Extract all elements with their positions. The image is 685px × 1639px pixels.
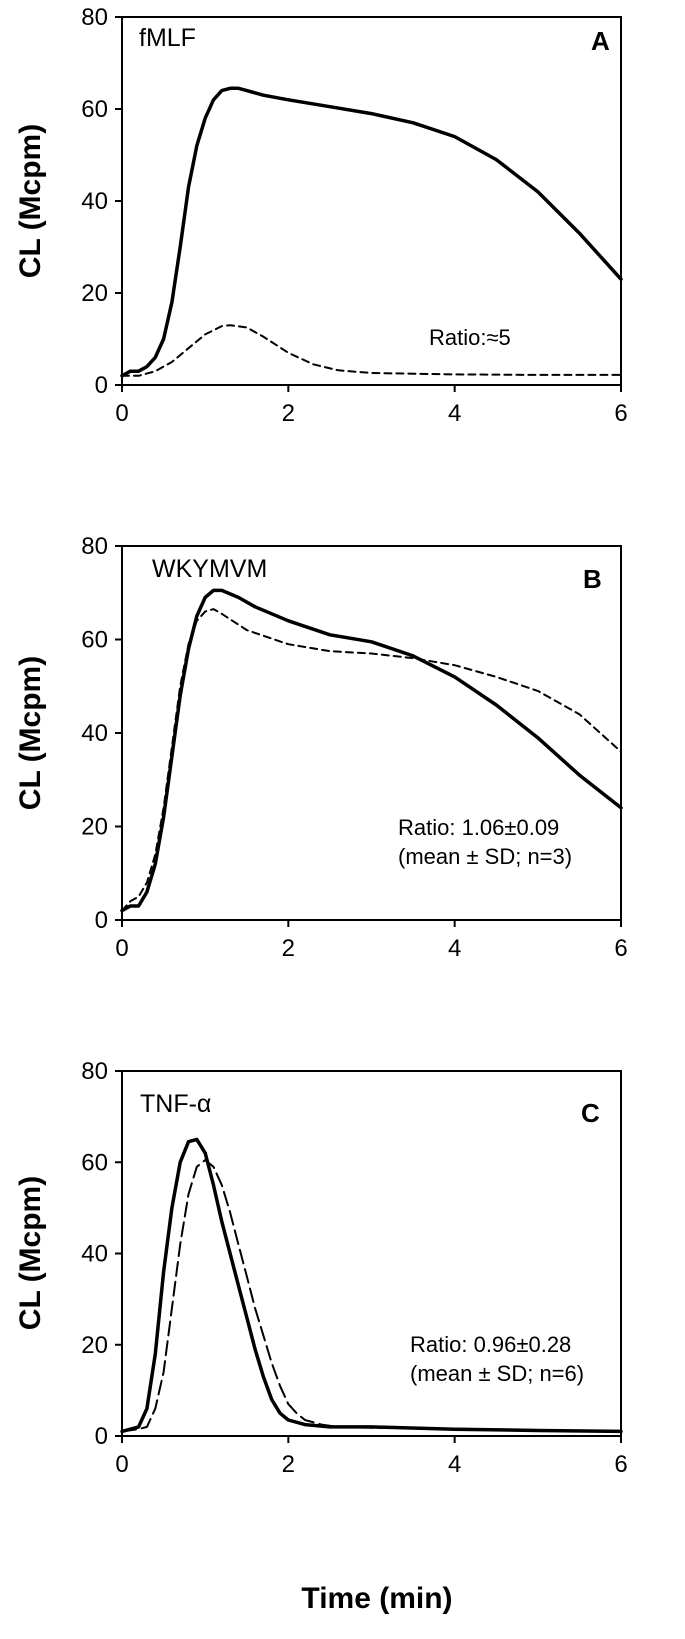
series-solid-line xyxy=(120,86,623,378)
series-dashed-line xyxy=(121,1159,622,1433)
y-tick-label: 40 xyxy=(81,188,108,215)
y-axis-title: CL (Mcpm) xyxy=(14,656,47,810)
y-tick-label: 80 xyxy=(81,4,108,31)
panel-b: 0 20 40 60 80 0 2 4 6 CL (Mcpm) WKYMVM B Ratio: 1.06… xyxy=(14,533,628,962)
stimulus-label: TNF-α xyxy=(140,1090,211,1118)
ratio-annotation: (mean ± SD; n=6) xyxy=(410,1361,584,1386)
panel-letter: C xyxy=(581,1098,600,1128)
x-tick-label: 0 xyxy=(115,935,128,962)
x-tick-label: 6 xyxy=(614,400,627,427)
x-tick-label: 4 xyxy=(448,935,461,962)
y-tick-label: 20 xyxy=(81,280,108,307)
panel-letter: A xyxy=(591,26,610,56)
y-tick-label: 60 xyxy=(81,627,108,654)
ratio-annotation: Ratio: 0.96±0.28 xyxy=(410,1332,571,1357)
x-tick-label: 2 xyxy=(282,935,295,962)
ratio-annotation: Ratio: 1.06±0.09 xyxy=(398,815,559,840)
panel-c: 0 20 40 60 80 0 2 4 6 CL (Mcpm) TNF-α C Ratio: 0.96±… xyxy=(14,1058,628,1478)
y-axis-title: CL (Mcpm) xyxy=(14,1176,47,1330)
stimulus-label: fMLF xyxy=(139,24,196,52)
x-axis-title: Time (min) xyxy=(301,1582,452,1615)
stimulus-label: WKYMVM xyxy=(152,555,267,583)
x-tick-label: 0 xyxy=(115,1451,128,1478)
x-tick-label: 2 xyxy=(282,1451,295,1478)
series-solid-line xyxy=(120,588,623,913)
x-tick-label: 0 xyxy=(115,400,128,427)
ratio-annotation: (mean ± SD; n=3) xyxy=(398,844,572,869)
y-tick-label: 20 xyxy=(81,814,108,841)
ratio-annotation: Ratio:≈5 xyxy=(429,325,511,350)
y-tick-label: 0 xyxy=(95,372,108,399)
y-axis-title: CL (Mcpm) xyxy=(14,124,47,278)
panel-letter: B xyxy=(583,564,602,594)
x-tick-label: 6 xyxy=(614,935,627,962)
series-dashed-line xyxy=(121,608,622,912)
y-tick-label: 0 xyxy=(95,1423,108,1450)
series-dashed-line xyxy=(121,324,622,377)
y-tick-label: 80 xyxy=(81,533,108,560)
y-tick-label: 80 xyxy=(81,1058,108,1085)
series-solid-line xyxy=(120,1137,623,1434)
y-tick-label: 40 xyxy=(81,1241,108,1268)
x-tick-label: 4 xyxy=(448,1451,461,1478)
x-tick-label: 4 xyxy=(448,400,461,427)
y-tick-label: 60 xyxy=(81,1149,108,1176)
y-tick-label: 60 xyxy=(81,96,108,123)
x-tick-label: 6 xyxy=(614,1451,627,1478)
y-tick-label: 40 xyxy=(81,720,108,747)
y-tick-label: 0 xyxy=(95,907,108,934)
x-tick-label: 2 xyxy=(282,400,295,427)
y-tick-label: 20 xyxy=(81,1332,108,1359)
panel-a: 0 20 40 60 80 0 2 4 6 CL (Mcpm) fMLF A Ratio:≈5 xyxy=(14,4,628,427)
